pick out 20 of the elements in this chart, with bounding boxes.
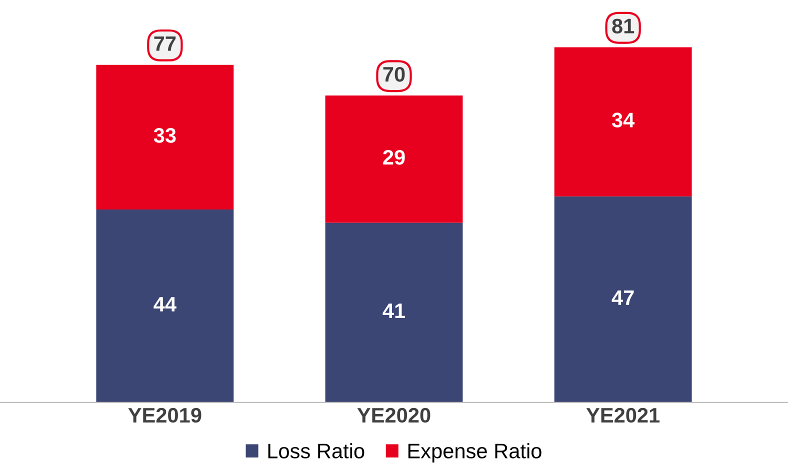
total-label: 81 xyxy=(612,18,634,34)
data-label: 41 xyxy=(382,304,406,318)
data-label: 29 xyxy=(383,150,405,165)
legend-label: Loss Ratio xyxy=(268,443,364,458)
bar xyxy=(325,222,463,402)
data-label: 47 xyxy=(612,290,634,305)
bar xyxy=(554,47,692,196)
bar xyxy=(96,210,234,402)
data-label: 44 xyxy=(154,297,176,312)
bar xyxy=(96,64,234,210)
x-tick-label: YE2020 xyxy=(357,408,430,423)
bar xyxy=(554,196,692,402)
total-label: 77 xyxy=(154,36,176,51)
data-label: 33 xyxy=(154,128,176,143)
x-tick-label: YE2019 xyxy=(128,408,202,423)
total-label: 70 xyxy=(383,66,405,82)
bar xyxy=(325,96,463,223)
data-label: 34 xyxy=(612,112,635,128)
x-tick-label: YE2021 xyxy=(586,408,660,423)
legend-label: Expense Ratio xyxy=(408,443,542,463)
